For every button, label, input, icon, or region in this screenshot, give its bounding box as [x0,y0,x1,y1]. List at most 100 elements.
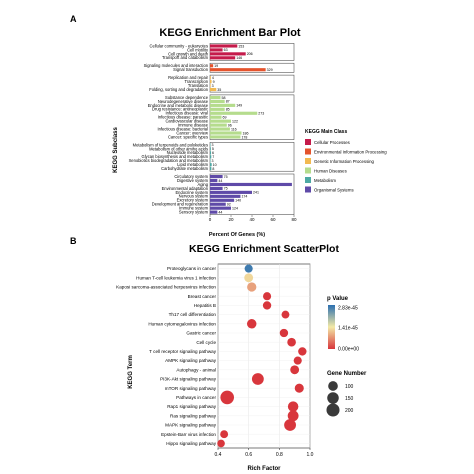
bar-value-label: 186 [243,131,249,135]
bar [210,64,214,68]
bar-value-label: 4 [212,76,214,80]
bar [210,119,231,123]
scatter-term-label: Hippo signaling pathway [166,441,217,446]
bar-category-label: Signal transduction [173,67,209,72]
gene-number-legend-label: 100 [345,384,354,390]
bar-category-label: Xenobiotics biodegradation and metabolis… [129,158,209,163]
scatter-term-label: Ras signaling pathway [170,413,217,418]
scatter-term-labels: Proteoglycans in cancer Human T-cell leuk… [116,266,217,446]
bar [210,175,223,179]
scatter-term-label: Proteoglycans in cancer [167,266,216,271]
bar-category-label: Substance dependence [165,95,209,100]
bar-value-label: 329 [267,68,273,72]
bar-category-label: Glycan biosynthesis and metabolism [142,154,209,159]
bar-category-label: Drug resistance: antineoplastic [152,107,208,112]
bar-category-label: Environmental adaptation [162,186,209,191]
scatter-point [251,373,264,385]
scatter-x-axis: 0.4 0.6 0.8 1.0 [215,448,314,458]
pvalue-legend-title: p Value [327,296,349,302]
bar-legend: KEGG Main Class Cellular Processes Enviro… [305,129,387,193]
scatter-point [220,390,234,405]
bar [210,111,258,115]
bar-value-label: 75 [224,187,228,191]
bar-value-label: 206 [247,52,253,56]
bar-category-label: Immune system [179,206,208,211]
bar-category-label: Cell growth and death [168,51,209,56]
scatter-point [287,401,299,412]
scatter-term-label: AMPK signaling pathway [165,358,217,363]
bar-chart-ylabel: KEGG Subclass [113,126,119,172]
bar-value-label: 241 [253,191,259,195]
bar-chart-title: KEGG Enrichment Bar Plot [159,27,301,39]
bar [210,159,211,163]
bar [210,84,211,88]
bar-chart: KEGG Enrichment Bar Plot KEGG Subclass P… [113,27,387,238]
bar [210,167,212,171]
scatter-term-label: Autophagy - animal [176,367,216,372]
bar [210,182,292,187]
bar-value-label: 140 [235,199,241,203]
scatter-x-tick-label: 0.8 [276,452,283,458]
bar [210,186,223,190]
bar-category-label: Sensory system [179,210,209,215]
bar [210,147,211,151]
bar [210,190,252,194]
bar-value-label: 6 [212,151,214,155]
bar-category-label: Replication and repair [168,75,208,80]
bar-value-label: 116 [231,127,237,131]
bar-category-label: Endocrine and metabolic disease [148,103,209,108]
bar [210,143,211,147]
bar-category-label: Signaling molecules and interaction [144,63,209,68]
bar-category-label: Immune disease [178,123,209,128]
bar-value-label: 273 [258,112,264,116]
bar-x-tick-label: 60 [270,217,276,222]
bar-value-label: 8 [212,167,214,171]
scatter-term-label: Kaposi sarcoma-associated herpesvirus in… [116,285,216,290]
bar [210,123,227,127]
bar [210,76,211,80]
pvalue-legend-label: 1.41e-45 [338,325,358,331]
bar-group-frame [209,142,295,172]
bar-category-label: Nucleotide metabolism [167,150,209,155]
bar-category-label: Cell motility [187,47,209,52]
bar-legend-swatch [305,186,311,193]
bars: 1536320614619329493355887149852736912296… [210,44,292,214]
scatter-x-tick-label: 1.0 [307,452,314,458]
scatter-point [293,356,302,365]
bar [210,210,218,214]
scatter-point [281,310,290,319]
bar-value-label: 146 [236,56,242,60]
bar-value-label: 44 [218,210,222,214]
scatter-point [247,282,257,292]
scatter-point [287,410,299,422]
bar-value-label: 35 [217,88,221,92]
bar [210,87,217,92]
scatter-term-label: Gastric cancer [186,331,216,336]
gene-number-legend-circle [326,403,340,417]
bar-category-label: Cellular community - eukaryotes [150,43,208,48]
bar-category-label: Metabolism of terpenoids and polyketides [133,142,208,147]
bar [210,56,236,60]
bar-value-label: 178 [241,135,247,139]
scatter-point [290,365,300,375]
scatter-point [220,430,229,439]
scatter-points [217,264,307,448]
bar-category-label: Infectious disease: bacterial [157,126,208,131]
scatter-term-label: Breast cancer [188,294,217,299]
bar-group-frame [209,173,295,215]
bar-category-label: Transport and catabolism [162,55,209,60]
bar [210,99,225,103]
bar-legend-swatch [305,167,311,174]
bar [210,155,212,159]
gene-number-legend-circle [327,392,339,404]
bar-value-label: 5 [212,147,214,151]
bar [210,107,225,111]
scatter-term-label: Human T-cell leukemia virus 1 infection [136,275,216,280]
bar-category-label: Lipid metabolism [177,162,208,167]
scatter-point [284,419,296,431]
bar-legend-swatch [305,158,311,164]
gene-number-legend-label: 150 [345,396,354,402]
bar-value-label: 87 [226,100,230,104]
scatter-term-label: Rap1 signaling pathway [167,404,216,409]
